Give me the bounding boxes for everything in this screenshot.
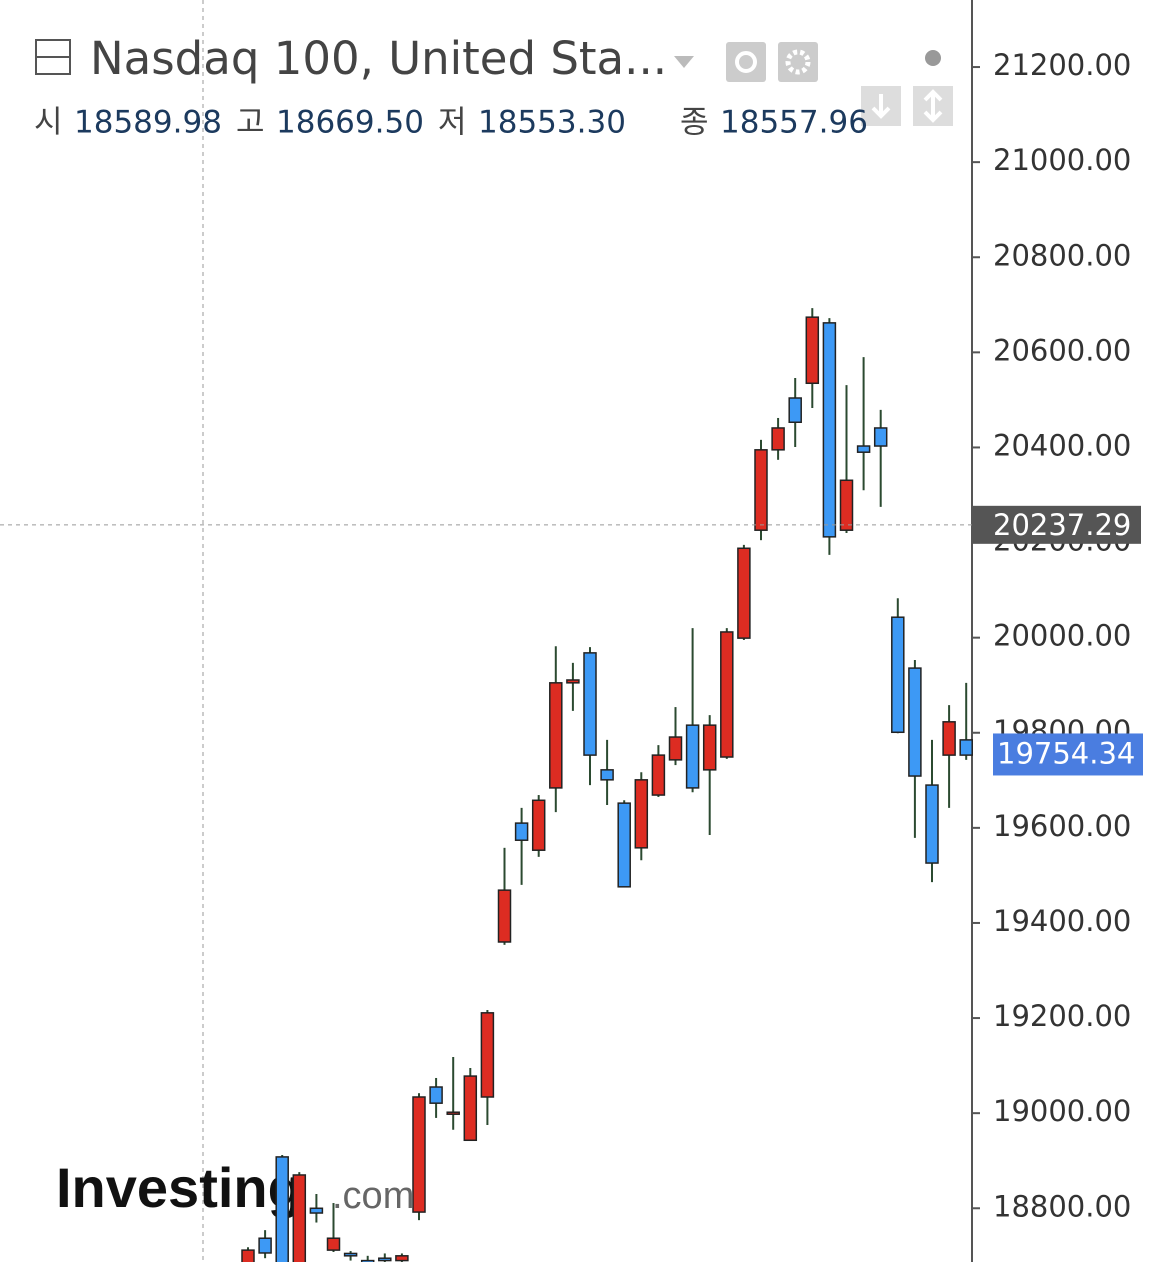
legend-value: 18553.30	[478, 105, 626, 141]
y-tick-label: 19200.00	[993, 999, 1131, 1033]
candle-body	[788, 397, 802, 424]
candle-body	[531, 799, 546, 851]
candle-body	[959, 739, 973, 756]
candle-body	[891, 616, 905, 734]
y-tick-label: 20000.00	[993, 619, 1131, 653]
candle-body	[634, 779, 649, 849]
chart-title: Nasdaq 100, United Sta...	[90, 32, 667, 85]
eye-icon-pupil	[735, 51, 757, 73]
candle-body	[480, 1012, 495, 1098]
fit-arrows	[923, 89, 943, 123]
candle-body	[873, 427, 888, 447]
legend-label: 고	[236, 105, 265, 141]
y-tick-label: 19600.00	[993, 809, 1131, 843]
scroll-down-arrow	[871, 94, 891, 119]
candle-body	[241, 1249, 255, 1262]
y-tick-label: 21200.00	[993, 48, 1131, 82]
candle-body	[429, 1086, 443, 1104]
candle-body	[309, 1207, 324, 1214]
candle-body	[566, 679, 580, 684]
y-tick-label: 19000.00	[993, 1094, 1131, 1128]
candle-body	[326, 1237, 341, 1251]
watermark-suffix: .com	[332, 1175, 414, 1217]
candle-body	[771, 427, 785, 451]
crosshair-price-box	[973, 505, 1141, 544]
candle-body	[549, 682, 563, 789]
legend-value: 18669.50	[276, 105, 424, 141]
candle-body	[497, 889, 512, 943]
legend-label: 종	[680, 105, 709, 141]
candle-body	[651, 754, 666, 796]
candle-body	[856, 445, 871, 453]
y-tick-label: 18800.00	[993, 1189, 1131, 1223]
candle-body	[754, 449, 768, 531]
ohlc-legend: 시 18589.98 고 18669.50 저 18553.30 종 18557.96	[34, 105, 868, 141]
legend-value: 18557.96	[720, 105, 868, 141]
dropdown-arrow[interactable]	[674, 56, 694, 68]
crosshair-price-label: 20237.29	[993, 508, 1131, 542]
legend-label: 시	[34, 105, 63, 141]
legend-label: 저	[438, 105, 467, 141]
candles	[241, 308, 973, 1262]
candle-body	[839, 479, 854, 531]
candle-body	[925, 784, 939, 864]
candle-body	[395, 1255, 409, 1262]
y-tick-label: 21000.00	[993, 143, 1131, 177]
candle-body	[908, 667, 922, 777]
candle-body	[378, 1257, 392, 1262]
candle-body	[275, 1156, 289, 1262]
settings-icon[interactable]	[778, 42, 818, 82]
candle-body	[668, 736, 683, 761]
last-price-box	[993, 733, 1143, 776]
candle-body	[343, 1252, 358, 1257]
candle-body	[822, 322, 837, 538]
status-dot	[925, 50, 941, 66]
y-tick-label: 20800.00	[993, 238, 1131, 272]
candle-body	[292, 1174, 307, 1262]
candle-body	[446, 1111, 460, 1115]
legend-value: 18589.98	[74, 105, 222, 141]
watermark: Investing .com	[56, 1156, 414, 1219]
candle-body	[360, 1259, 375, 1262]
candle-body	[702, 724, 717, 771]
candle-body	[463, 1075, 478, 1142]
candle-body	[514, 822, 529, 841]
watermark-brand: Investing	[56, 1156, 302, 1219]
y-tick-label: 20600.00	[993, 333, 1131, 367]
settings-icon-gear	[785, 49, 811, 75]
candle-body	[805, 316, 820, 385]
eye-icon[interactable]	[726, 42, 766, 82]
header: Nasdaq 100, United Sta... 시 18589.98 고 1866…	[34, 32, 953, 141]
y-tick-label: 19400.00	[993, 904, 1131, 938]
y-tick-label: 20400.00	[993, 428, 1131, 462]
candle-body	[942, 721, 956, 756]
candle-body	[617, 802, 631, 888]
candle-body	[720, 631, 734, 758]
candle-body	[412, 1096, 426, 1213]
candle-body	[737, 547, 751, 639]
candle-body	[685, 724, 700, 789]
candle-body	[583, 652, 597, 756]
last-price-label: 19754.34	[997, 736, 1135, 770]
candle-body	[600, 769, 614, 781]
candle-body	[258, 1237, 272, 1254]
